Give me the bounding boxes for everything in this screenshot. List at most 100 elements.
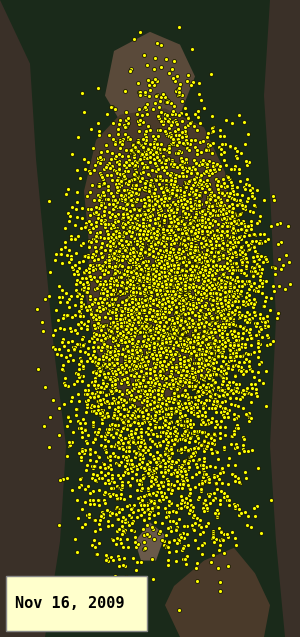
Point [80,280,85,290]
Point [81,414,86,424]
Point [83,222,88,232]
Point [194,399,199,410]
Point [169,161,174,171]
Point [77,308,82,318]
Point [132,364,136,375]
Point [125,190,130,201]
Point [126,415,131,426]
Point [170,139,175,149]
Point [92,297,96,307]
Point [206,170,211,180]
Point [153,233,158,243]
Point [129,526,134,536]
Point [198,206,203,217]
Point [148,284,152,294]
Point [167,345,172,355]
Point [104,390,109,400]
Point [120,268,124,278]
Point [117,194,122,204]
Point [150,354,155,364]
Point [201,506,206,517]
Point [146,307,151,317]
Point [148,399,153,409]
Point [244,196,249,206]
Point [228,217,233,227]
Point [125,375,130,385]
Point [127,362,131,372]
Point [190,261,194,271]
Point [250,190,254,201]
Point [136,303,141,313]
Point [176,124,181,134]
Point [218,181,223,191]
Point [218,407,223,417]
Point [176,251,181,261]
Point [183,501,188,511]
Point [176,291,181,301]
Point [73,341,77,352]
Point [167,228,172,238]
Point [125,222,130,233]
Point [163,155,167,166]
Point [196,313,201,324]
Point [127,430,132,440]
Point [132,353,137,363]
Point [196,358,201,368]
Point [156,213,161,223]
Point [218,240,223,250]
Point [94,276,99,287]
Point [152,406,157,416]
Point [165,293,170,303]
Point [148,410,153,420]
Point [258,275,262,285]
Point [68,323,72,333]
Point [148,399,153,409]
Point [142,265,147,275]
Point [180,228,184,238]
Point [231,310,236,320]
Point [175,455,180,465]
Point [178,147,183,157]
Point [179,290,184,300]
Point [175,182,180,192]
Point [142,225,146,235]
Point [214,415,219,426]
Point [139,247,143,257]
Point [158,380,162,390]
Point [139,294,144,304]
Point [167,273,172,283]
Point [143,138,148,148]
Point [154,306,159,316]
Point [154,453,159,463]
Point [106,305,111,315]
Point [219,320,224,331]
Point [133,438,137,448]
Point [110,347,114,357]
Point [142,287,147,297]
Point [140,286,145,296]
Point [247,315,252,325]
Point [61,365,66,375]
Point [206,275,211,285]
Point [157,413,162,424]
Point [201,232,206,242]
Point [197,492,202,502]
Point [251,200,256,210]
Point [114,231,119,241]
Point [184,244,188,254]
Point [218,330,223,340]
Point [144,377,149,387]
Point [206,360,211,370]
Point [170,396,175,406]
Point [146,250,151,260]
Point [167,192,172,202]
Point [147,391,152,401]
Point [174,87,178,97]
Point [200,389,205,399]
Point [105,408,110,418]
Point [127,66,132,76]
Point [264,315,269,326]
Point [177,215,182,225]
Point [174,211,179,221]
Point [127,413,132,423]
